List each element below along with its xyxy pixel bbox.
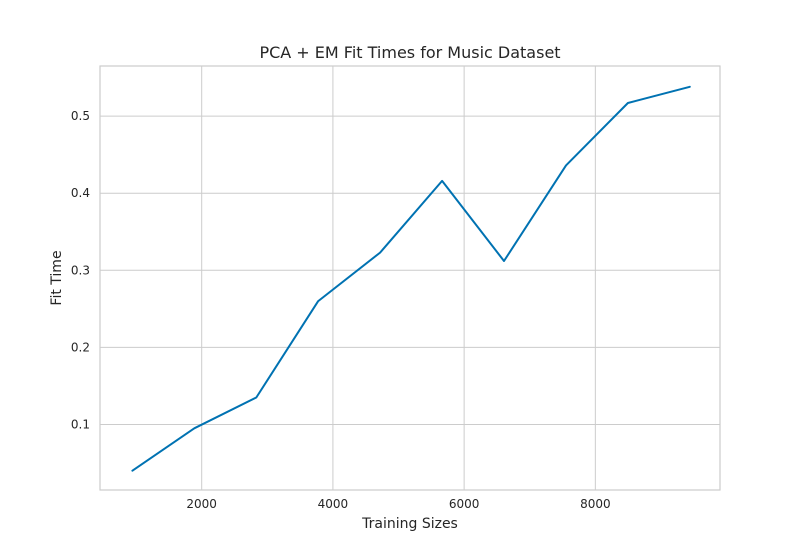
x-tick-label: 8000 (580, 497, 611, 511)
series-line (131, 85, 691, 472)
grid (100, 66, 720, 490)
y-tick-label: 0.5 (71, 109, 90, 123)
y-tick-label: 0.4 (71, 186, 90, 200)
y-tick-label: 0.1 (71, 417, 90, 431)
x-axis-ticks: 2000 4000 6000 8000 (186, 497, 610, 511)
y-axis-ticks: 0.1 0.2 0.3 0.4 0.5 (71, 109, 90, 431)
y-tick-label: 0.3 (71, 263, 90, 277)
x-tick-label: 4000 (318, 497, 349, 511)
chart-title: PCA + EM Fit Times for Music Dataset (259, 43, 560, 62)
y-axis-label: Fit Time (49, 250, 65, 305)
plot-area-frame (99, 65, 721, 491)
series-layer (131, 85, 691, 472)
x-tick-label: 2000 (186, 497, 217, 511)
x-tick-label: 6000 (449, 497, 480, 511)
y-tick-label: 0.2 (71, 340, 90, 354)
x-axis-label: Training Sizes (361, 516, 458, 532)
